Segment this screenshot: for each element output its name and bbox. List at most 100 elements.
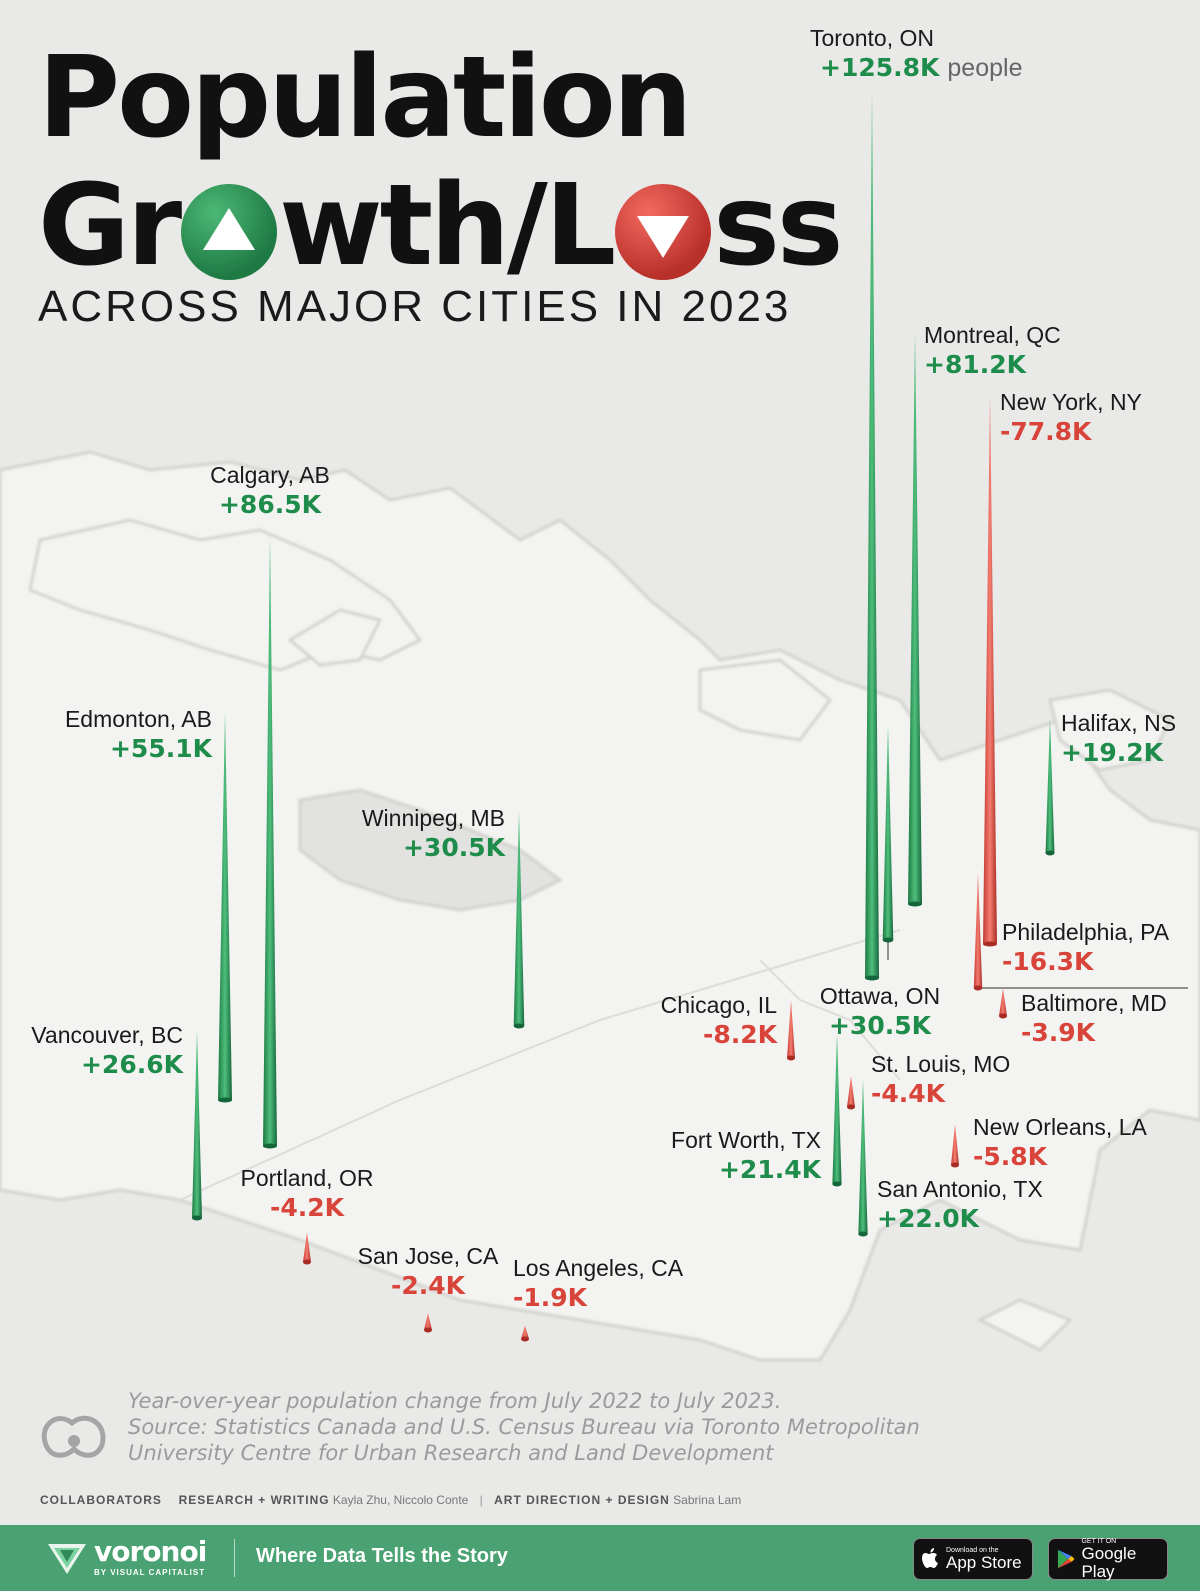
baltimore-md-spike-base [999,1013,1007,1019]
toronto-on-value-label: +125.8K people [820,53,1022,82]
winnipeg-mb-spike-base [513,1023,525,1029]
footnote-line-3: University Centre for Urban Research and… [128,1441,774,1465]
san-jose-ca-city-label: San Jose, CA [358,1243,499,1269]
growth-up-arrow-icon [181,184,278,280]
calgary-ab-value-label: +86.5K [219,490,323,519]
winnipeg-mb-spike [513,810,525,1026]
baltimore-md-spike [999,988,1007,1016]
san-jose-ca-value-label: -2.4K [391,1271,467,1300]
baltimore-md-city-label: Baltimore, MD [1021,990,1167,1016]
google-play-button[interactable]: GET IT ON Google Play [1048,1538,1168,1580]
chicago-il-value-label: -8.2K [703,1020,779,1049]
google-play-label: Google Play [1081,1543,1137,1581]
chicago-il-city-label: Chicago, IL [661,992,778,1018]
vancouver-bc-city-label: Vancouver, BC [31,1022,183,1048]
toronto-on-city-label: Toronto, ON [810,25,934,51]
winnipeg-mb-value-label: +30.5K [403,833,507,862]
ottawa-on-spike-base [882,937,894,943]
footer-bar: voronoi BY VISUAL CAPITALIST Where Data … [0,1525,1200,1591]
los-angeles-ca-spike [521,1325,529,1339]
st-louis-mo-city-label: St. Louis, MO [871,1051,1010,1077]
title-line-2: Gr wth/L ss [38,161,844,291]
new-york-ny-city-label: New York, NY [1000,389,1142,415]
fort-worth-tx-spike [832,1033,842,1184]
title-part-b: wth/L [279,161,616,291]
vancouver-bc-spike-base [192,1215,202,1221]
los-angeles-ca-city-label: Los Angeles, CA [513,1255,684,1281]
ottawa-on-spike [882,724,894,940]
montreal-qc-spike [908,331,922,904]
portland-or-spike [303,1232,311,1262]
google-play-small-text: GET IT ON [1081,1537,1117,1545]
toronto-on-spike-base [865,975,879,981]
design-label: ART DIRECTION + DESIGN [494,1493,670,1507]
credits: COLLABORATORS RESEARCH + WRITING Kayla Z… [40,1493,741,1507]
chart-area: Toronto, ON+125.8K people Calgary, AB+86.5… [31,25,1188,1342]
st-louis-mo-spike-base [847,1104,855,1110]
title-line-1: Population [38,33,693,163]
subtitle: ACROSS MAJOR CITIES IN 2023 [38,282,792,331]
voronoi-mark-icon [38,1405,110,1466]
voronoi-logo[interactable]: voronoi BY VISUAL CAPITALIST [46,1535,207,1577]
research-names: Kayla Zhu, Niccolo Conte [332,1493,469,1507]
app-store-label: App Store [946,1552,1022,1572]
philadelphia-pa-spike [973,873,983,988]
edmonton-ab-spike-base [218,1097,232,1103]
footnote-line-1: Year-over-year population change from Ju… [128,1389,782,1413]
san-antonio-tx-value-label: +22.0K [877,1204,981,1233]
app-store-button[interactable]: Download on the App Store [913,1538,1033,1580]
tagline: Where Data Tells the Story [256,1545,508,1567]
halifax-ns-spike-base [1045,850,1055,856]
new-orleans-la-spike-base [951,1162,959,1168]
st-louis-mo-spike [847,1075,855,1107]
fort-worth-tx-value-label: +21.4K [719,1155,823,1184]
edmonton-ab-spike [218,711,232,1100]
toronto-on-spike [865,91,879,979]
brand-subtitle: BY VISUAL CAPITALIST [94,1568,206,1577]
san-antonio-tx-spike-base [858,1231,868,1237]
footnote: Year-over-year population change from Ju… [128,1388,1128,1466]
loss-down-arrow-icon [615,184,712,280]
calgary-ab-spike [263,536,277,1146]
portland-or-city-label: Portland, OR [241,1165,374,1191]
brand-name: voronoi [94,1535,207,1568]
winnipeg-mb-city-label: Winnipeg, MB [362,805,505,831]
san-antonio-tx-spike [858,1078,868,1234]
montreal-qc-value-label: +81.2K [924,350,1028,379]
montreal-qc-spike-base [908,901,922,907]
title-part-c: ss [713,161,843,291]
halifax-ns-spike [1045,717,1055,853]
footnote-line-2: Source: Statistics Canada and U.S. Censu… [128,1415,920,1439]
edmonton-ab-value-label: +55.1K [110,734,214,763]
research-label: RESEARCH + WRITING [178,1493,330,1507]
ottawa-on-city-label: Ottawa, ON [820,983,940,1009]
san-jose-ca-spike-base [424,1327,432,1333]
los-angeles-ca-value-label: -1.9K [513,1283,589,1312]
chicago-il-spike-base [787,1055,795,1061]
calgary-ab-spike-base [263,1143,277,1149]
baltimore-md-value-label: -3.9K [1021,1018,1097,1047]
google-play-icon [1057,1549,1075,1569]
new-york-ny-value-label: -77.8K [1000,417,1093,446]
st-louis-mo-value-label: -4.4K [871,1079,947,1108]
new-orleans-la-city-label: New Orleans, LA [973,1114,1148,1140]
title-part-a: Gr [38,161,182,291]
apple-icon [922,1548,938,1568]
montreal-qc-city-label: Montreal, QC [924,322,1061,348]
new-orleans-la-spike [951,1124,959,1165]
collaborators-label: COLLABORATORS [40,1493,162,1507]
fort-worth-tx-spike-base [832,1181,842,1187]
unit-note: people [947,54,1022,82]
los-angeles-ca-spike-base [521,1336,529,1342]
vancouver-bc-value-label: +26.6K [81,1050,185,1079]
philadelphia-pa-value-label: -16.3K [1002,947,1095,976]
chicago-il-spike [787,1000,795,1058]
credits-separator: | [479,1493,483,1507]
voronoi-logo-icon [48,1543,86,1574]
san-jose-ca-spike [424,1313,432,1330]
app-store-small-text: Download on the [946,1546,999,1554]
design-names: Sabrina Lam [673,1493,742,1507]
san-antonio-tx-city-label: San Antonio, TX [877,1176,1043,1202]
portland-or-value-label: -4.2K [270,1193,346,1222]
